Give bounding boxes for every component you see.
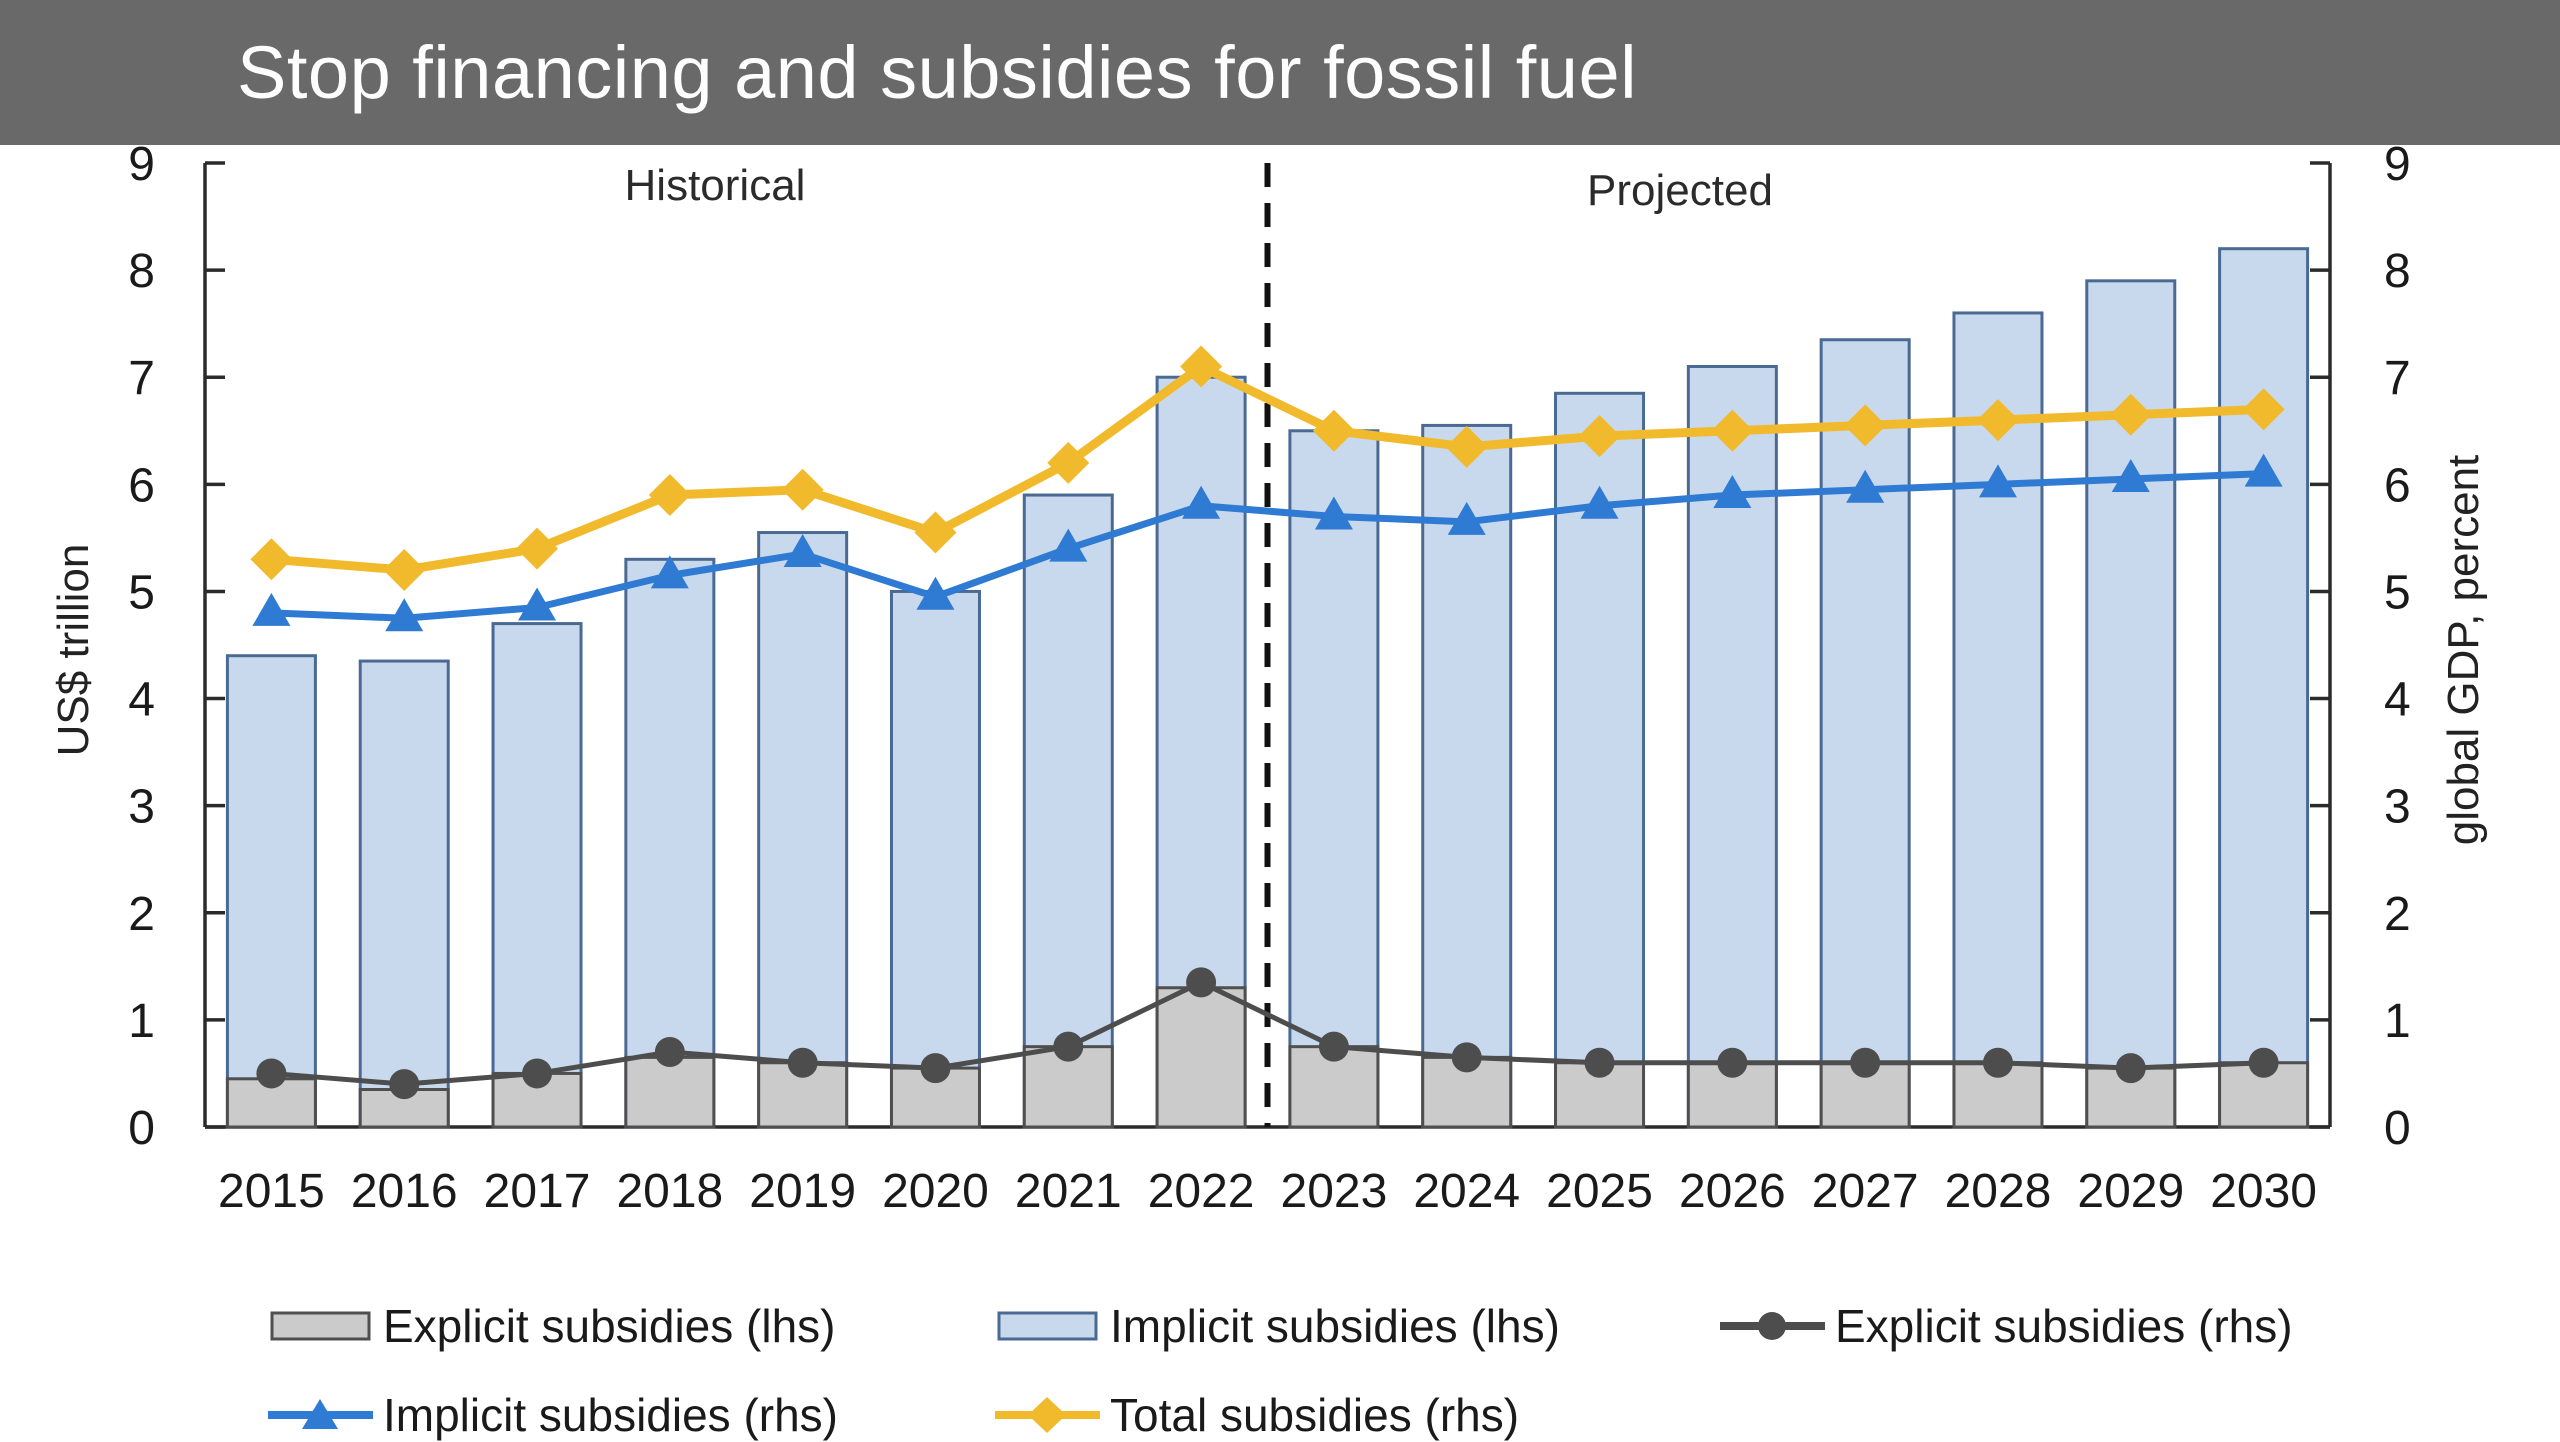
svg-text:2029: 2029 <box>2077 1165 2184 1218</box>
svg-text:0: 0 <box>128 1102 155 1155</box>
total-rhs-swatch-icon <box>995 1396 1100 1434</box>
svg-text:2025: 2025 <box>1546 1165 1653 1218</box>
svg-text:8: 8 <box>128 245 155 298</box>
svg-text:2: 2 <box>128 888 155 941</box>
svg-text:2016: 2016 <box>351 1165 458 1218</box>
svg-text:2030: 2030 <box>2210 1165 2317 1218</box>
implicit-lhs-swatch-icon <box>995 1307 1100 1345</box>
svg-text:Historical: Historical <box>625 161 806 210</box>
svg-text:2018: 2018 <box>616 1165 723 1218</box>
legend-item-implicit-rhs: Implicit subsidies (rhs) <box>268 1389 838 1441</box>
svg-text:6: 6 <box>128 459 155 512</box>
slide-header: Stop financing and subsidies for fossil … <box>0 0 2560 145</box>
legend-item-total-rhs: Total subsidies (rhs) <box>995 1389 1519 1441</box>
svg-text:2017: 2017 <box>484 1165 591 1218</box>
legend-item-explicit-lhs: Explicit subsidies (lhs) <box>268 1300 835 1352</box>
svg-text:2028: 2028 <box>1945 1165 2052 1218</box>
svg-text:3: 3 <box>128 781 155 834</box>
svg-text:2021: 2021 <box>1015 1165 1122 1218</box>
svg-text:2015: 2015 <box>218 1165 325 1218</box>
svg-text:2024: 2024 <box>1413 1165 1520 1218</box>
svg-text:4: 4 <box>128 674 155 727</box>
svg-text:1: 1 <box>128 995 155 1048</box>
svg-text:2: 2 <box>2384 888 2411 941</box>
svg-text:7: 7 <box>2384 352 2411 405</box>
legend-label: Total subsidies (rhs) <box>1110 1389 1520 1441</box>
svg-text:1: 1 <box>2384 995 2411 1048</box>
svg-text:2019: 2019 <box>749 1165 856 1218</box>
svg-text:US$ trillion: US$ trillion <box>49 544 98 757</box>
legend-label: Implicit subsidies (lhs) <box>1110 1300 1560 1352</box>
explicit-lhs-swatch-icon <box>268 1307 373 1345</box>
svg-text:9: 9 <box>128 138 155 191</box>
legend-label: Explicit subsidies (rhs) <box>1835 1300 2293 1352</box>
legend-label: Explicit subsidies (lhs) <box>383 1300 836 1352</box>
slide-title: Stop financing and subsidies for fossil … <box>237 31 1638 114</box>
svg-text:2023: 2023 <box>1281 1165 1388 1218</box>
legend-item-explicit-rhs: Explicit subsidies (rhs) <box>1720 1300 2293 1352</box>
svg-text:6: 6 <box>2384 459 2411 512</box>
legend-label: Implicit subsidies (rhs) <box>383 1389 838 1441</box>
svg-text:3: 3 <box>2384 781 2411 834</box>
svg-text:2020: 2020 <box>882 1165 989 1218</box>
svg-text:Projected: Projected <box>1587 166 1773 215</box>
svg-text:global GDP, percent: global GDP, percent <box>2439 455 2488 846</box>
svg-text:4: 4 <box>2384 674 2411 727</box>
svg-text:5: 5 <box>128 566 155 619</box>
svg-text:2026: 2026 <box>1679 1165 1786 1218</box>
svg-text:0: 0 <box>2384 1102 2411 1155</box>
svg-text:7: 7 <box>128 352 155 405</box>
svg-text:5: 5 <box>2384 566 2411 619</box>
implicit-rhs-swatch-icon <box>268 1396 373 1434</box>
svg-text:2027: 2027 <box>1812 1165 1919 1218</box>
svg-text:8: 8 <box>2384 245 2411 298</box>
svg-text:9: 9 <box>2384 138 2411 191</box>
explicit-rhs-swatch-icon <box>1720 1307 1825 1345</box>
svg-text:2022: 2022 <box>1148 1165 1255 1218</box>
legend-item-implicit-lhs: Implicit subsidies (lhs) <box>995 1300 1560 1352</box>
